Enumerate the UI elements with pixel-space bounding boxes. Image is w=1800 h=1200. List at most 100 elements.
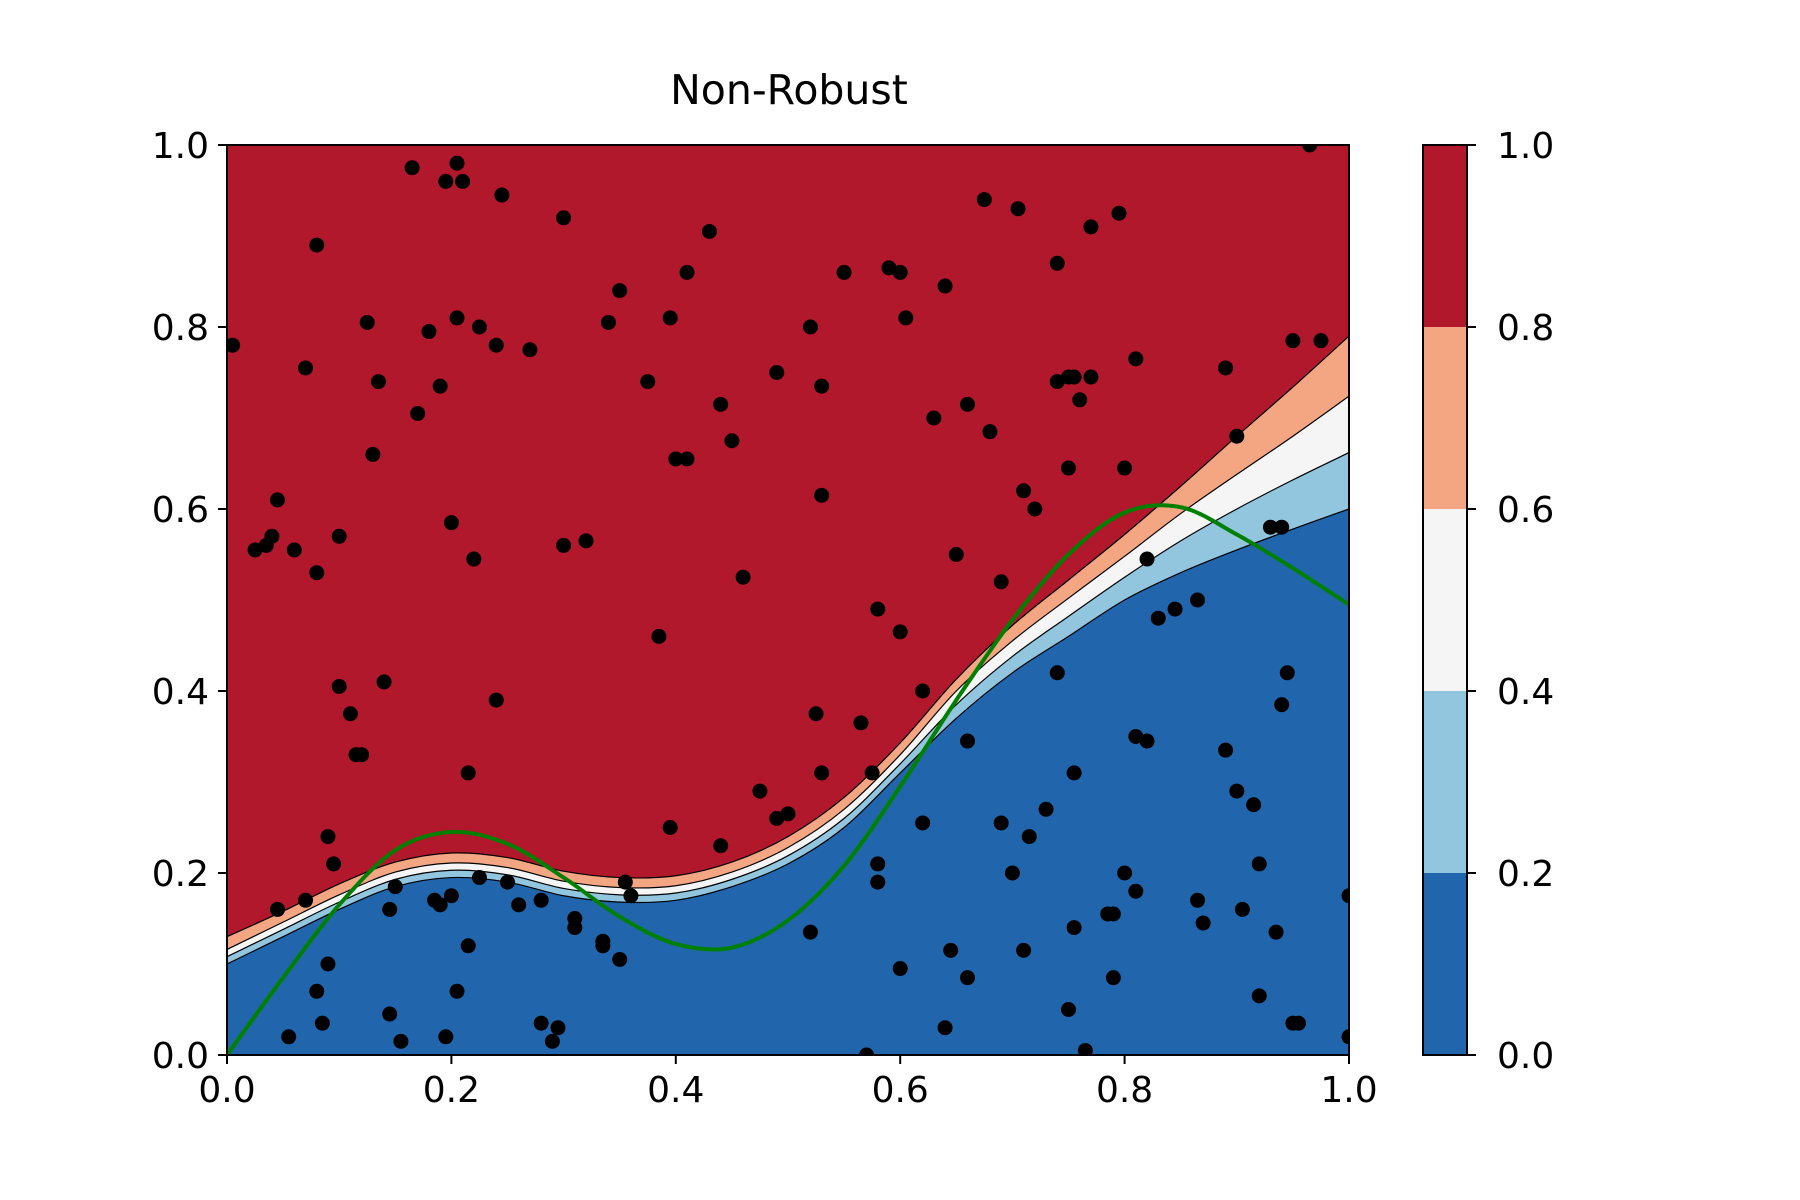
data-point [735,569,751,585]
data-point [1218,360,1234,376]
data-point [870,601,886,617]
green-curve-line [227,503,1349,1055]
data-point [511,897,527,913]
data-point [449,155,465,171]
data-point [421,324,437,340]
y-tick-label: 0.0 [152,1036,209,1077]
colorbar-segment-0.8-1 [1423,145,1467,327]
data-point [1218,742,1234,758]
data-point [443,515,459,531]
data-point [1190,592,1206,608]
data-point [309,237,325,253]
data-point [870,874,886,890]
data-point [1341,1029,1349,1045]
contour-band-0-0.2 [227,509,1349,1055]
data-point [1274,697,1290,713]
data-point [870,856,886,872]
data-point [993,574,1009,590]
data-point [892,961,908,977]
data-point [701,223,717,239]
y-axis: 0.0 0.2 0.4 0.6 0.8 1.0 [152,126,227,1077]
data-point [269,901,285,917]
data-point [1049,665,1065,681]
data-point [595,938,611,954]
data-point [713,838,729,854]
data-point [752,783,768,799]
data-point [320,956,336,972]
data-point [460,938,476,954]
data-point [802,319,818,335]
data-point [359,314,375,330]
colorbar-tick-label: 0.0 [1497,1036,1554,1077]
colorbar-tick-label: 0.4 [1497,672,1554,713]
data-point [1105,970,1121,986]
colorbar-tick-label: 0.2 [1497,854,1554,895]
data-point [556,537,572,553]
data-point [460,765,476,781]
data-point [286,542,302,558]
data-point [853,715,869,731]
data-point [769,810,785,826]
data-point [533,892,549,908]
data-point [443,888,459,904]
data-point [668,451,684,467]
data-point [1285,333,1301,349]
data-point [1027,501,1043,517]
contour-line-0.6 [227,395,1349,950]
data-point [1083,219,1099,235]
data-point [976,192,992,208]
x-tick-label: 0.8 [1096,1070,1153,1111]
data-point [393,1033,409,1049]
x-tick-label: 1.0 [1320,1070,1377,1111]
data-point [937,1020,953,1036]
data-point [331,528,347,544]
data-point [982,424,998,440]
data-point [438,1029,454,1045]
data-point [298,892,314,908]
data-point [993,815,1009,831]
colorbar-segment-0.6-0.8 [1423,327,1467,509]
x-tick-label: 0.2 [423,1070,480,1111]
data-point [314,1015,330,1031]
plot-frame [226,144,1350,1056]
data-point [1049,374,1065,390]
data-point [1016,483,1032,499]
data-point [1128,729,1144,744]
data-point [432,378,448,394]
data-point [1038,801,1054,817]
data-point [488,337,504,353]
data-point [651,628,667,644]
data-point [1274,519,1290,535]
data-point [1077,1042,1093,1055]
data-point [1291,1015,1307,1031]
data-point [1313,333,1329,349]
data-point [960,733,976,749]
data-point [1195,915,1211,931]
data-point [500,874,515,890]
data-point [713,396,729,412]
data-point [640,374,656,390]
colorbar-segment-0.4-0.6 [1423,509,1467,691]
data-point [662,820,678,835]
x-tick-label: 0.4 [647,1070,704,1111]
data-point [449,983,465,999]
data-point [814,378,830,394]
data-point [808,706,824,722]
data-point [404,160,420,176]
y-tick-label: 1.0 [152,126,209,167]
data-point [382,1006,398,1022]
scatter-points [227,145,1349,1055]
data-point [836,264,852,280]
data-point [342,706,358,722]
data-point [320,829,336,845]
data-point [382,901,398,917]
data-point [1246,797,1262,813]
data-point [326,856,342,872]
data-point [567,920,583,936]
data-point [471,319,487,335]
data-point [1117,460,1133,476]
data-point [410,405,426,421]
data-point [370,374,386,390]
data-point [432,897,448,913]
